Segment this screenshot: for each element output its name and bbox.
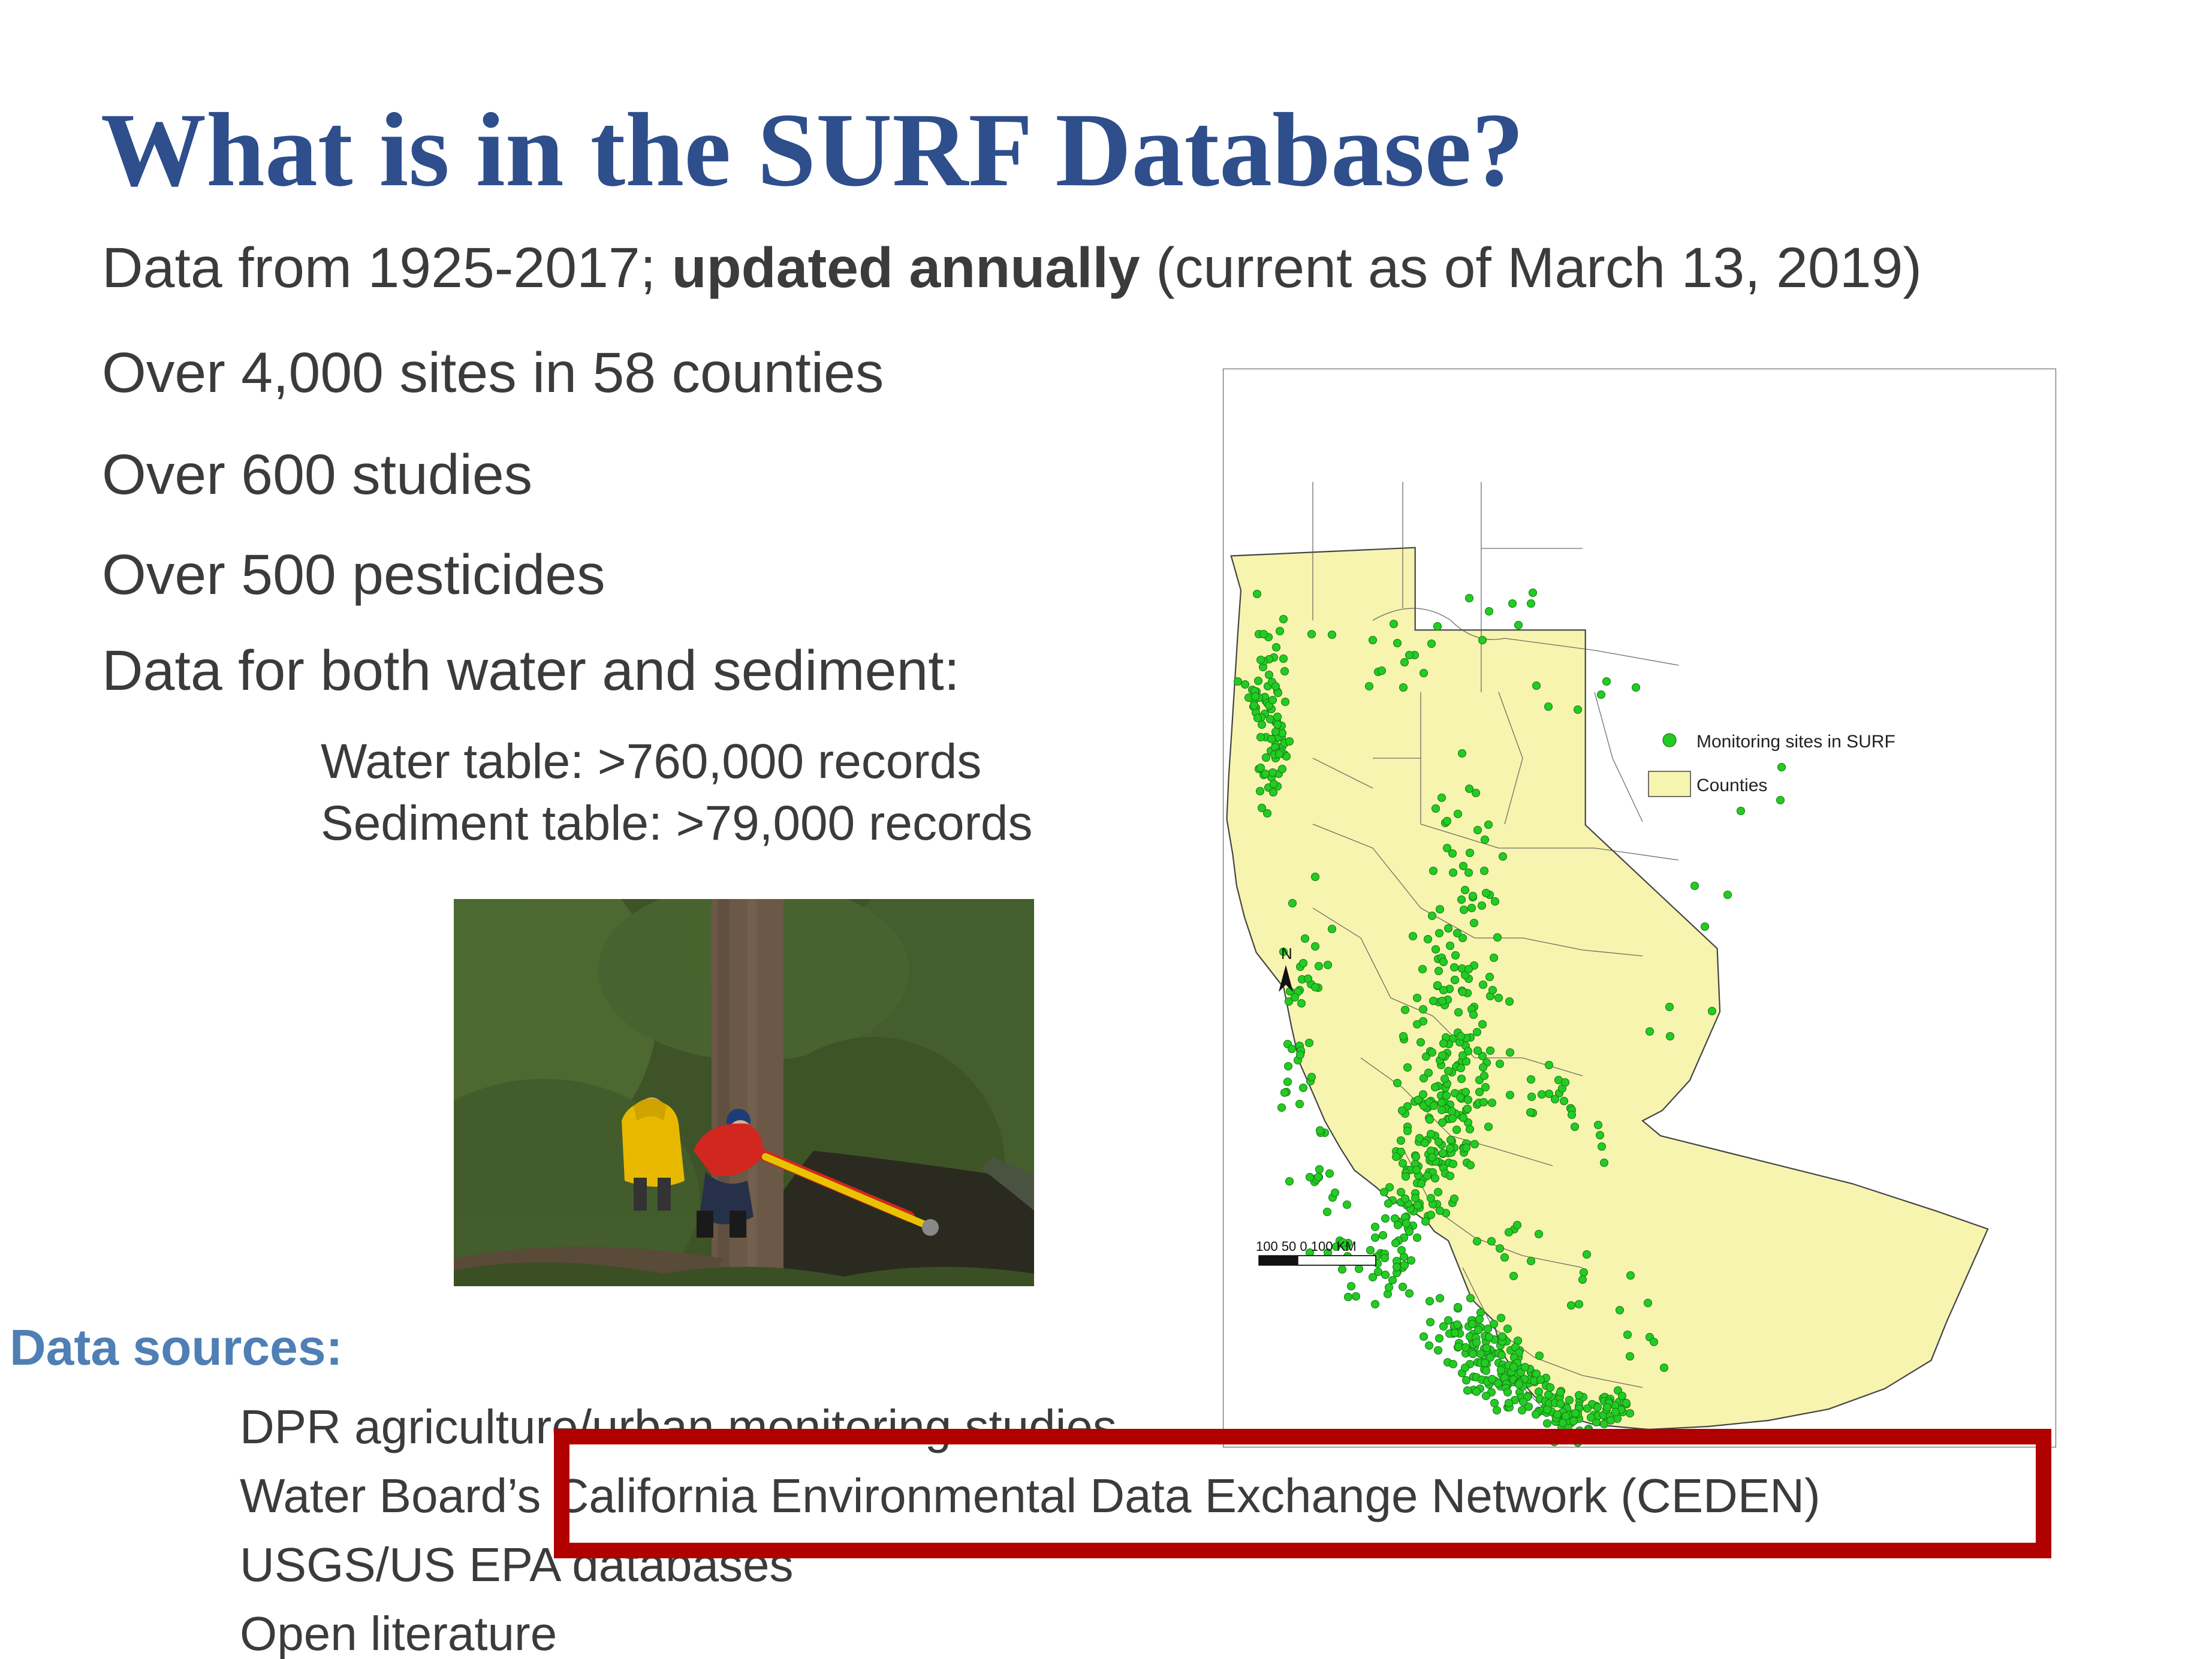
- svg-text:100 50 0 100 KM: 100 50 0 100 KM: [1256, 1239, 1357, 1254]
- svg-text:Monitoring sites in SURF: Monitoring sites in SURF: [1696, 732, 1895, 752]
- svg-text:Counties: Counties: [1696, 776, 1767, 795]
- svg-text:N: N: [1281, 945, 1292, 963]
